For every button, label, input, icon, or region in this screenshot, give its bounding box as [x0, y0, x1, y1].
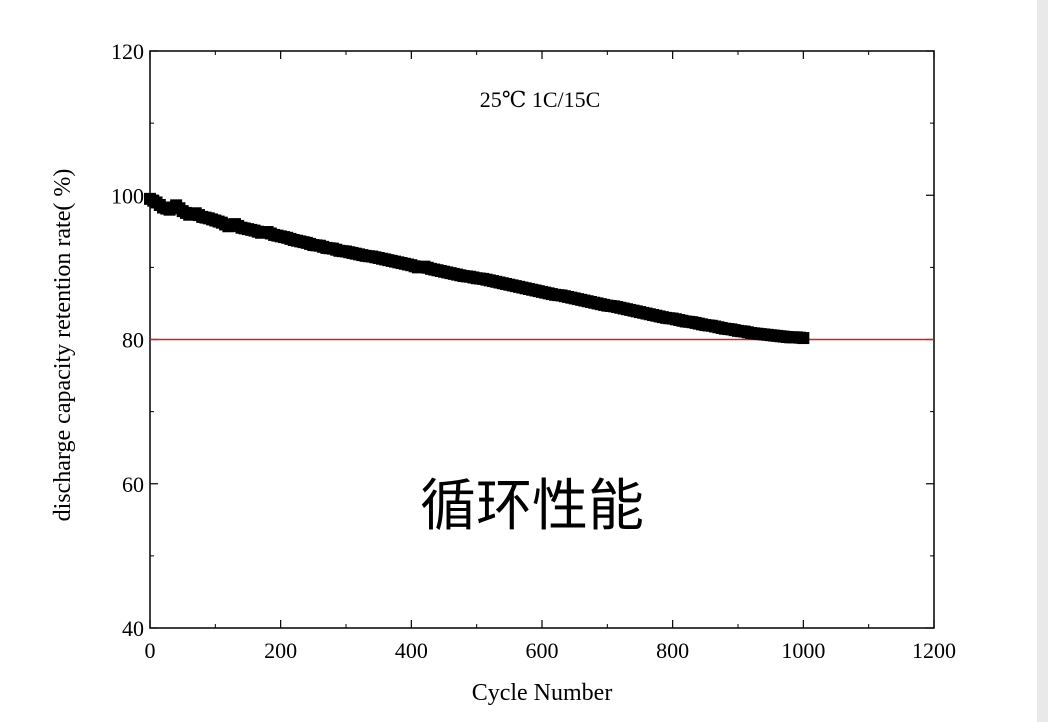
overlay-caption: 循环性能 [420, 474, 644, 539]
chart-annotation: 25℃ 1C/15C [480, 87, 601, 112]
x-axis-label: Cycle Number [472, 680, 613, 706]
y-tick-label: 80 [122, 328, 144, 353]
plot-area: 0 200 400 600 800 1000 1200 40 60 80 100 120 [111, 39, 956, 663]
x-tick-label: 0 [145, 638, 156, 663]
x-tick-label: 1000 [781, 638, 825, 663]
x-tick-label: 400 [395, 638, 428, 663]
x-tick-label: 200 [264, 638, 297, 663]
x-tick-label: 1200 [912, 638, 956, 663]
x-tick-label: 600 [526, 638, 559, 663]
data-point [797, 332, 810, 345]
y-axis-label: discharge capacity retention rate( %) [50, 169, 76, 522]
y-tick-label: 60 [122, 472, 144, 497]
y-tick-label: 120 [111, 39, 144, 64]
y-tick-label: 100 [111, 183, 144, 208]
window-edge-strip [1037, 0, 1048, 722]
y-tick-label: 40 [122, 616, 144, 641]
x-tick-label: 800 [656, 638, 689, 663]
